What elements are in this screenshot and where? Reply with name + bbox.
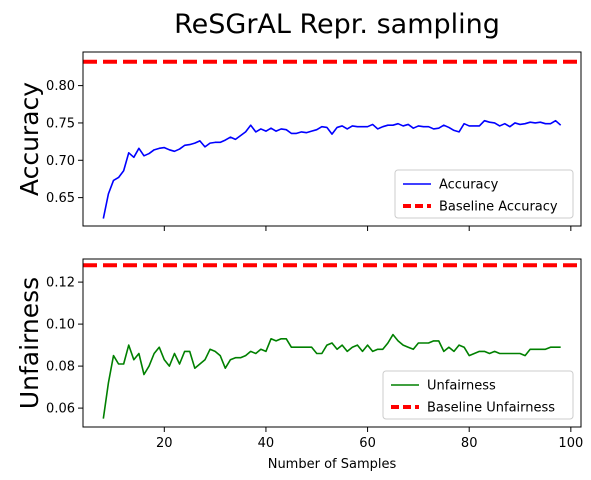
x-tick-label: 20 [156, 436, 173, 451]
x-tick-label: 40 [258, 436, 275, 451]
y-tick-label: 0.70 [46, 154, 75, 169]
y-tick-label: 0.65 [46, 191, 75, 206]
y-tick-label: 0.12 [46, 276, 75, 291]
legend-label: Baseline Unfairness [427, 401, 555, 416]
y-tick-label: 0.10 [46, 318, 75, 333]
y-axis-label: Accuracy [15, 82, 44, 196]
x-axis-label: Number of Samples [268, 457, 397, 472]
x-tick-label: 60 [359, 436, 376, 451]
legend-label: Unfairness [427, 379, 496, 394]
legend-label: Baseline Accuracy [439, 200, 558, 215]
legend-box [394, 169, 574, 219]
accuracy-line [102, 119, 562, 219]
x-tick-label: 80 [461, 436, 478, 451]
y-tick-label: 0.06 [46, 402, 75, 417]
unfairness-panel: 20 40 60 80 1000.060.080.100.12UnfairnessNum… [15, 258, 583, 472]
plot-frame [82, 51, 582, 227]
y-axis-label: Unfairness [15, 277, 44, 409]
plot-frame [82, 258, 582, 428]
legend-label: Accuracy [439, 178, 499, 193]
legend: Accuracy Baseline Accuracy [394, 169, 574, 219]
y-tick-label: 0.80 [46, 79, 75, 94]
x-tick-label: 100 [558, 436, 583, 451]
legend: Unfairness Baseline Unfairness [382, 370, 574, 420]
unfairness-line [102, 333, 561, 419]
y-tick-label: 0.08 [46, 360, 75, 375]
y-tick-label: 0.75 [46, 116, 75, 131]
legend-box [382, 370, 574, 420]
figure-title: ReSGrAL Repr. sampling [174, 9, 500, 40]
